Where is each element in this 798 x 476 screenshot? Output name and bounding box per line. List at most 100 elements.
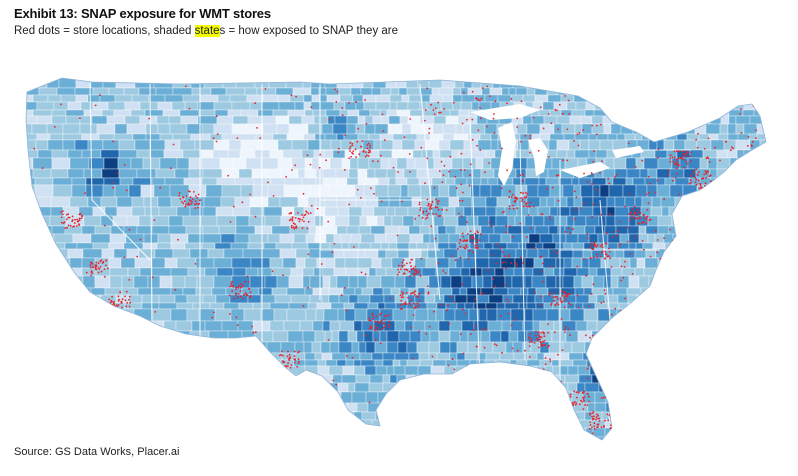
store-dot: [600, 160, 603, 163]
store-dot: [379, 342, 382, 345]
store-dot: [259, 137, 262, 140]
store-dot: [439, 303, 442, 306]
county-cell: [131, 78, 150, 79]
store-dot: [221, 413, 224, 416]
store-dot: [486, 85, 489, 88]
county-cell: [172, 248, 191, 259]
county-cell: [644, 330, 660, 343]
store-dot: [246, 376, 248, 379]
county-cell: [388, 177, 397, 186]
county-cell: [636, 257, 646, 269]
county-cell: [686, 391, 696, 404]
county-cell: [295, 257, 306, 269]
store-dot: [586, 367, 589, 370]
county-cell: [307, 391, 320, 404]
store-dot: [589, 421, 592, 424]
store-dot: [527, 214, 530, 216]
store-dot: [510, 262, 513, 264]
store-dot: [687, 261, 689, 264]
store-dot: [468, 249, 471, 252]
store-dot: [427, 291, 430, 294]
store-dot: [569, 232, 572, 235]
store-dot: [673, 150, 676, 153]
county-cell: [572, 225, 586, 235]
county-cell: [265, 443, 284, 453]
store-dot: [524, 134, 527, 137]
store-dot: [746, 404, 748, 407]
county-cell: [311, 341, 322, 354]
county-cell: [316, 302, 332, 310]
county-cell: [272, 133, 288, 141]
county-cell: [443, 248, 459, 259]
store-dot: [193, 191, 195, 193]
county-cell: [224, 365, 240, 376]
store-dot: [492, 278, 494, 281]
county-cell: [366, 215, 378, 227]
county-cell: [346, 115, 359, 125]
county-cell: [695, 275, 708, 289]
county-cell: [168, 391, 186, 404]
county-cell: [546, 308, 560, 322]
store-dot: [424, 109, 427, 111]
store-dot: [743, 315, 745, 318]
store-dot: [504, 255, 506, 258]
store-dot: [704, 286, 706, 289]
store-dot: [111, 181, 114, 184]
county-cell: [621, 267, 636, 277]
store-dot: [476, 244, 479, 247]
store-dot: [759, 198, 761, 201]
store-dot: [465, 221, 468, 224]
county-cell: [642, 242, 654, 250]
county-cell: [485, 302, 498, 310]
county-cell: [653, 294, 664, 304]
county-cell: [405, 78, 419, 89]
store-dot: [412, 314, 415, 316]
store-dot: [480, 292, 483, 294]
county-cell: [202, 225, 220, 235]
county-cell: [237, 427, 255, 438]
county-cell: [742, 352, 754, 361]
county-cell: [371, 87, 382, 96]
county-cell: [207, 248, 225, 259]
store-dot: [431, 355, 434, 358]
store-dot: [725, 141, 727, 143]
store-dot: [349, 141, 352, 144]
store-dot: [438, 170, 441, 173]
store-dot: [501, 251, 504, 254]
store-dot: [624, 120, 627, 123]
store-dot: [649, 218, 652, 221]
store-dot: [732, 88, 735, 90]
store-dot: [412, 267, 415, 270]
county-cell: [380, 139, 394, 151]
store-dot: [758, 170, 761, 173]
store-dot: [557, 174, 560, 177]
store-dot: [737, 359, 739, 361]
store-dot: [682, 158, 685, 161]
county-cell: [38, 287, 52, 296]
county-cell: [72, 233, 92, 244]
county-cell: [388, 196, 401, 208]
county-cell: [747, 365, 763, 376]
county-cell: [336, 133, 345, 141]
store-dot: [511, 236, 514, 239]
county-cell: [397, 341, 408, 354]
county-cell: [725, 215, 739, 227]
county-cell: [315, 308, 325, 322]
county-cell: [404, 320, 414, 332]
county-cell: [746, 78, 758, 89]
county-cell: [299, 419, 313, 429]
store-dot: [675, 158, 678, 161]
county-cell: [307, 139, 322, 151]
county-cell: [357, 168, 368, 179]
store-dot: [713, 200, 716, 203]
county-cell: [758, 382, 766, 393]
store-dot: [501, 147, 503, 150]
county-cell: [547, 382, 562, 393]
county-cell: [620, 123, 634, 135]
store-dot: [643, 217, 646, 220]
store-dot: [481, 87, 484, 89]
county-cell: [308, 248, 321, 259]
store-dot: [638, 400, 641, 403]
county-cell: [481, 267, 496, 277]
county-cell: [507, 287, 522, 296]
